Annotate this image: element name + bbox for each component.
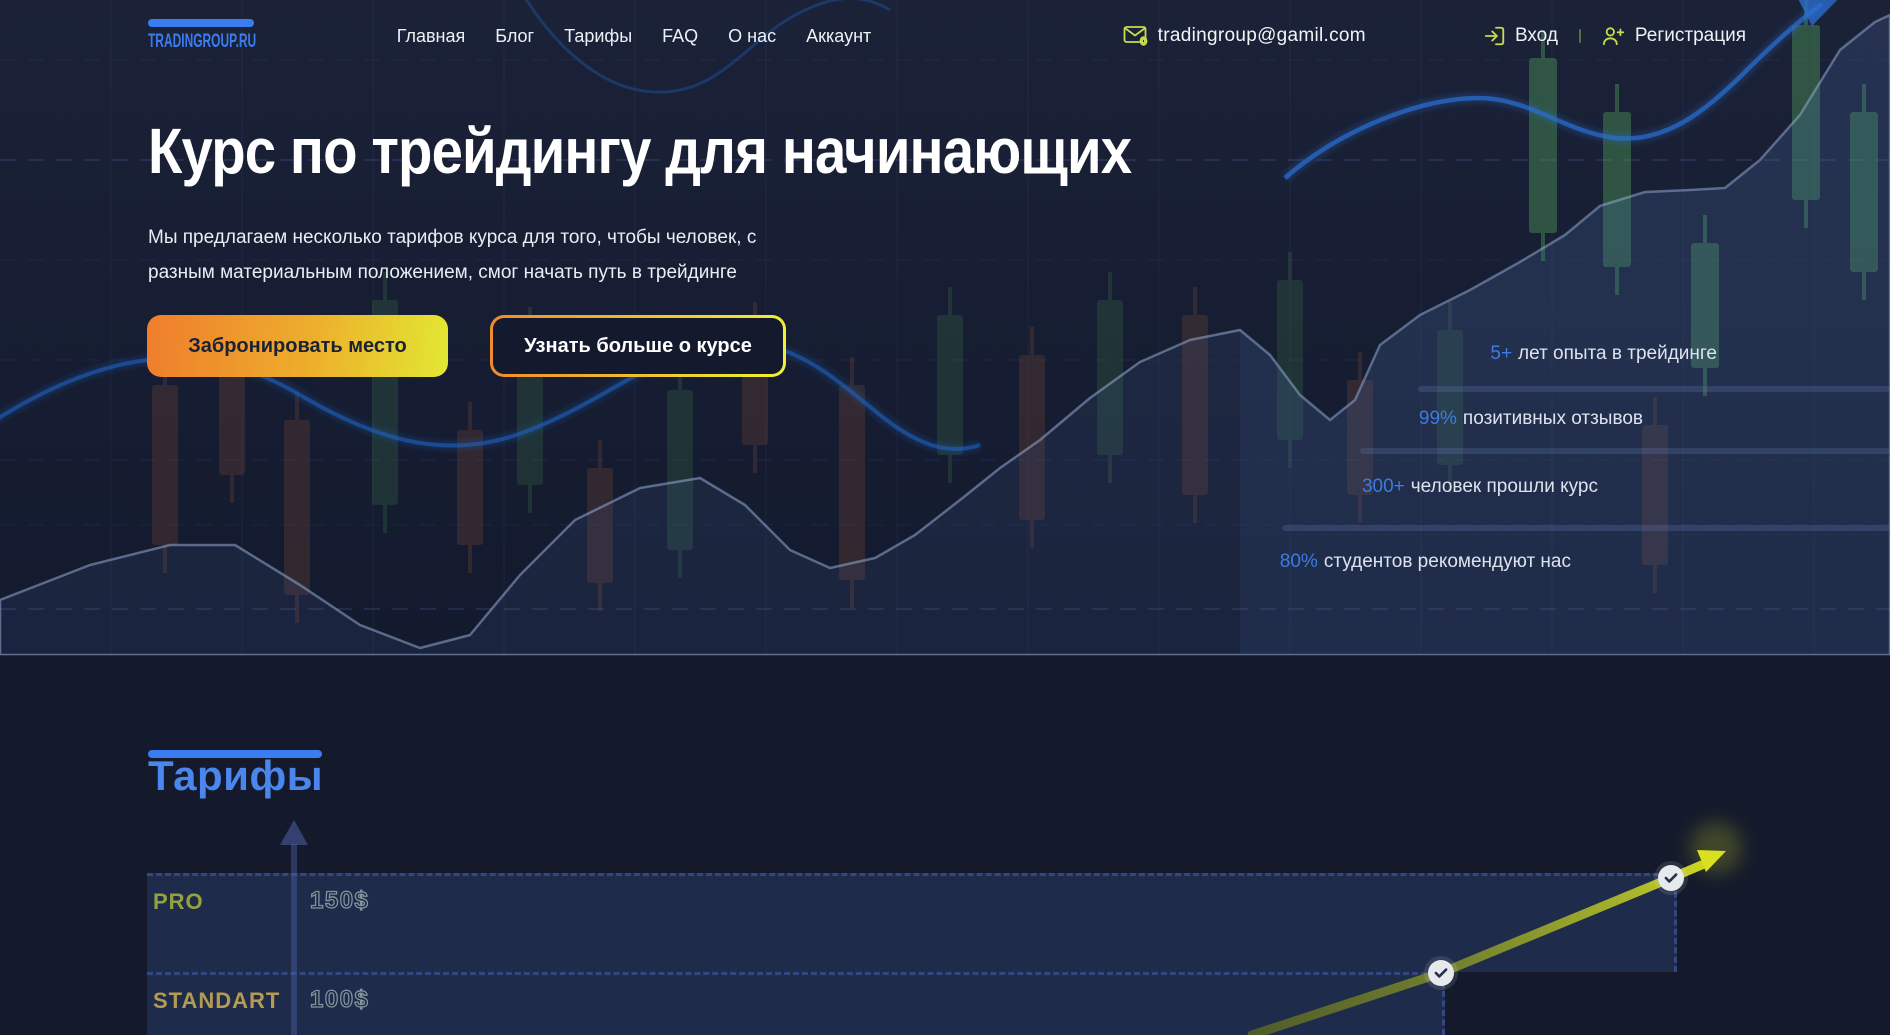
hero-section: TRADINGROUP.RU Главная Блог Тарифы FAQ О… xyxy=(0,0,1890,656)
stat-divider xyxy=(1418,386,1890,392)
navbar: TRADINGROUP.RU Главная Блог Тарифы FAQ О… xyxy=(148,12,1746,60)
check-icon xyxy=(1664,873,1678,883)
area-chart-silhouette xyxy=(0,13,1890,655)
stat-graduates-label: человек прошли курс xyxy=(1410,476,1598,497)
auth-actions: Вход Регистрация xyxy=(1484,25,1746,47)
auth-divider xyxy=(1578,29,1581,43)
cta-row: Забронировать место Узнать больше о курс… xyxy=(147,315,786,377)
tariffs-title: Тарифы xyxy=(148,752,324,799)
learn-more-label: Узнать больше о курсе xyxy=(493,318,783,374)
register-link[interactable]: Регистрация xyxy=(1602,25,1746,47)
stat-reviews-value: 99% xyxy=(1418,408,1457,429)
user-plus-icon xyxy=(1602,27,1625,46)
check-icon xyxy=(1434,968,1448,978)
candles-red xyxy=(152,287,1668,623)
login-link[interactable]: Вход xyxy=(1484,25,1558,47)
growth-arrow-head xyxy=(1697,850,1726,872)
nav-link-tariffs[interactable]: Тарифы xyxy=(564,25,633,46)
stat-graduates: 300+ человек прошли курс xyxy=(1362,476,1598,498)
nav-link-home[interactable]: Главная xyxy=(396,25,466,46)
plan-price-pro: 150$ xyxy=(309,886,370,914)
plan-bar-pro: PRO 150$ xyxy=(147,873,1677,972)
register-label: Регистрация xyxy=(1634,25,1746,46)
nav-link-blog[interactable]: Блог xyxy=(495,25,535,46)
stat-experience-value: 5+ xyxy=(1490,343,1513,364)
stat-experience-label: лет опыта в трейдинге xyxy=(1518,343,1717,364)
chart-axis-line xyxy=(291,844,297,1035)
plan-price-standart: 100$ xyxy=(309,985,370,1013)
stat-recommend: 80% студентов рекомендуют нас xyxy=(1280,551,1571,573)
stat-divider xyxy=(1282,525,1890,531)
learn-more-button[interactable]: Узнать больше о курсе xyxy=(490,315,786,377)
hero-description-line2: разным материальным положением, смог нач… xyxy=(148,262,737,283)
stat-recommend-label: студентов рекомендуют нас xyxy=(1323,551,1571,572)
book-seat-button[interactable]: Забронировать место xyxy=(147,315,448,377)
stat-graduates-value: 300+ xyxy=(1361,476,1405,497)
logo[interactable]: TRADINGROUP.RU xyxy=(148,19,320,53)
stat-recommend-value: 80% xyxy=(1279,551,1318,572)
stat-reviews: 99% позитивных отзывов xyxy=(1419,408,1643,430)
milestone-check-pro xyxy=(1658,865,1684,891)
login-icon xyxy=(1484,26,1505,46)
hero-description-line1: Мы предлагаем несколько тарифов курса дл… xyxy=(148,227,757,248)
nav-link-account[interactable]: Аккаунт xyxy=(806,25,872,46)
milestone-check-standart xyxy=(1428,960,1454,986)
logo-bar xyxy=(148,19,254,27)
plan-name-standart: STANDART xyxy=(153,988,281,1013)
envelope-icon xyxy=(1123,26,1148,46)
login-label: Вход xyxy=(1514,25,1558,46)
stat-experience: 5+ лет опыта в трейдинге xyxy=(1490,343,1717,365)
main-nav: Главная Блог Тарифы FAQ О нас Аккаунт xyxy=(397,26,872,47)
nav-link-about[interactable]: О нас xyxy=(728,25,777,46)
hero-description: Мы предлагаем несколько тарифов курса дл… xyxy=(148,220,756,290)
logo-text: TRADINGROUP.RU xyxy=(148,31,257,52)
contact-email[interactable]: tradingroup@gamil.com xyxy=(1123,25,1366,47)
email-text: tradingroup@gamil.com xyxy=(1157,25,1366,46)
section-title-bar xyxy=(148,750,322,758)
chart-axis-arrow-icon xyxy=(280,820,308,845)
nav-link-faq[interactable]: FAQ xyxy=(662,25,699,46)
plan-name-pro: PRO xyxy=(153,889,204,914)
plan-bar-standart: STANDART 100$ xyxy=(147,972,1445,1035)
stat-divider xyxy=(1360,448,1890,454)
stat-reviews-label: позитивных отзывов xyxy=(1462,408,1643,429)
hero-title: Курс по трейдингу для начинающих xyxy=(148,115,1132,187)
blue-arrow-head xyxy=(1798,0,1838,26)
